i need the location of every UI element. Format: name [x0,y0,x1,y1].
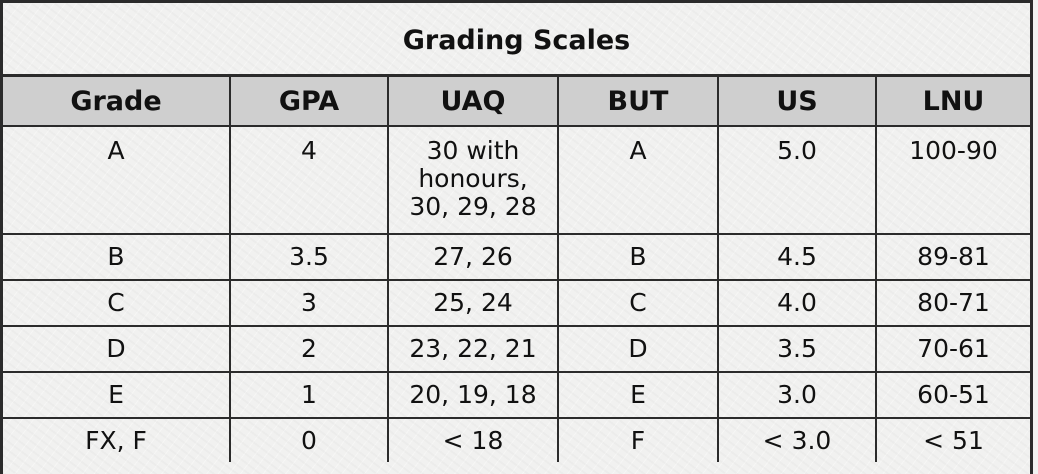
us-cell: 5.0 [717,125,877,235]
column-header-gpa: GPA [229,77,389,127]
but-cell: F [557,417,719,462]
gpa-cell: 3 [229,279,389,327]
lnu-cell: 70-61 [875,325,1030,373]
but-cell: C [557,279,719,327]
but-cell: B [557,233,719,281]
grade-cell: D [3,325,231,373]
us-cell: 3.0 [717,371,877,419]
grade-cell: A [3,125,231,235]
table-row: FX, F 0 < 18 F < 3.0 < 51 [3,417,1030,462]
column-header-but: BUT [557,77,719,127]
grade-cell: C [3,279,231,327]
column-header-lnu: LNU [875,77,1030,127]
table-row: E 1 20, 19, 18 E 3.0 60-51 [3,371,1030,419]
uaq-cell: 27, 26 [387,233,559,281]
us-cell: 4.5 [717,233,877,281]
table-row: C 3 25, 24 C 4.0 80-71 [3,279,1030,327]
but-cell: D [557,325,719,373]
table-row: D 2 23, 22, 21 D 3.5 70-61 [3,325,1030,373]
uaq-cell: 25, 24 [387,279,559,327]
column-header-uaq: UAQ [387,77,559,127]
uaq-cell: 30 with honours, 30, 29, 28 [387,125,559,235]
lnu-cell: 100-90 [875,125,1030,235]
grade-cell: B [3,233,231,281]
grade-cell: FX, F [3,417,231,462]
lnu-cell: < 51 [875,417,1030,462]
but-cell: E [557,371,719,419]
gpa-cell: 4 [229,125,389,235]
column-header-grade: Grade [3,77,231,127]
gpa-cell: 1 [229,371,389,419]
gpa-cell: 0 [229,417,389,462]
uaq-line: 30 with [426,136,520,165]
lnu-cell: 60-51 [875,371,1030,419]
header-row: Grade GPA UAQ BUT US LNU [3,77,1030,127]
us-cell: < 3.0 [717,417,877,462]
table-row: A 4 30 with honours, 30, 29, 28 A 5.0 10… [3,125,1030,235]
uaq-cell: 23, 22, 21 [387,325,559,373]
gpa-cell: 2 [229,325,389,373]
uaq-line: honours, [418,164,528,193]
us-cell: 4.0 [717,279,877,327]
table-row: B 3.5 27, 26 B 4.5 89-81 [3,233,1030,281]
us-cell: 3.5 [717,325,877,373]
but-cell: A [557,125,719,235]
grade-cell: E [3,371,231,419]
lnu-cell: 89-81 [875,233,1030,281]
table-title: Grading Scales [3,3,1030,77]
uaq-line: 30, 29, 28 [409,192,537,221]
uaq-cell: < 18 [387,417,559,462]
column-header-us: US [717,77,877,127]
gpa-cell: 3.5 [229,233,389,281]
uaq-cell: 20, 19, 18 [387,371,559,419]
lnu-cell: 80-71 [875,279,1030,327]
grading-table: Grade GPA UAQ BUT US LNU A 4 30 with hon… [3,77,1030,462]
